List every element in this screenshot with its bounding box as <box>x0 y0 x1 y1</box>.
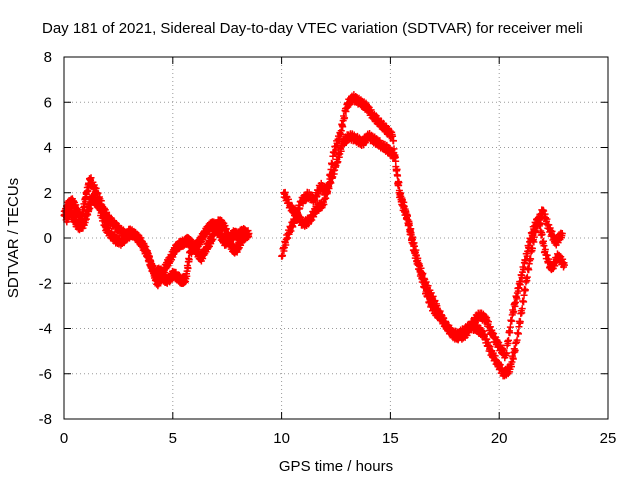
data-point-fill <box>540 207 548 215</box>
y-axis-title: SDTVAR / TECUs <box>5 178 22 298</box>
data-point-fill <box>518 305 526 313</box>
y-tick-label: -8 <box>39 411 52 428</box>
y-tick-label: 8 <box>44 49 52 66</box>
data-point-fill <box>513 336 521 344</box>
data-point-fill <box>395 178 403 186</box>
data-point-fill <box>327 179 335 187</box>
series-4 <box>280 129 568 362</box>
x-tick-label: 20 <box>491 430 508 447</box>
data-point-fill <box>279 251 287 259</box>
data-point-fill <box>543 251 551 259</box>
data-point-fill <box>94 189 102 197</box>
data-point-fill <box>393 165 401 173</box>
data-point-fill <box>419 276 427 284</box>
y-axis-tick-labels: -8 -6 -4 -2 0 2 4 6 8 <box>39 49 52 428</box>
x-axis-tick-labels: 0 5 10 15 20 25 <box>60 430 617 447</box>
data-point-fill <box>409 239 417 247</box>
data-point-fill <box>185 256 193 264</box>
data-point-fill <box>538 231 546 239</box>
data-point-fill <box>505 336 513 344</box>
data-point-fill <box>334 158 342 166</box>
y-tick-label: -2 <box>39 275 52 292</box>
data-point-fill <box>509 355 517 363</box>
data-point-fill <box>536 220 544 228</box>
x-tick-label: 15 <box>382 430 399 447</box>
data-point-fill <box>506 323 514 331</box>
data-point-fill <box>508 317 516 325</box>
data-point-fill <box>296 204 304 212</box>
data-point-fill <box>486 323 494 331</box>
data-point-fill <box>414 259 422 267</box>
y-tick-label: -6 <box>39 366 52 383</box>
data-point-fill <box>146 256 154 264</box>
data-point-fill <box>513 295 521 303</box>
data-point <box>558 229 566 237</box>
data-point-fill <box>84 187 92 195</box>
data-point-fill <box>514 330 522 338</box>
data-point <box>245 229 253 237</box>
data-point-fill <box>394 172 402 180</box>
data-point-fill <box>339 123 347 131</box>
data-point-fill <box>517 278 525 286</box>
y-tick-label: 2 <box>44 185 52 202</box>
data-point-fill <box>535 216 543 224</box>
x-axis-title: GPS time / hours <box>279 458 393 475</box>
data-point-fill <box>527 236 535 244</box>
tick-marks <box>63 56 609 420</box>
y-tick-label: 0 <box>44 230 52 247</box>
data-point-fill <box>422 286 430 294</box>
y-tick-label: 6 <box>44 94 52 111</box>
data-point-fill <box>407 229 415 237</box>
data-point-fill <box>540 242 548 250</box>
data-point-fill <box>521 286 529 294</box>
data-point-fill <box>412 251 420 259</box>
data-point-fill <box>98 208 106 216</box>
data-point <box>560 261 568 269</box>
data-point-fill <box>337 127 345 135</box>
data-point-fill <box>520 291 528 299</box>
grid-lines <box>64 57 608 419</box>
data-point-fill <box>184 264 192 272</box>
data-point-fill <box>516 318 524 326</box>
data-point-fill <box>525 244 533 252</box>
data-point-fill <box>81 202 89 210</box>
data-point-fill <box>510 308 518 316</box>
data-point-fill <box>520 266 528 274</box>
series-2 <box>62 191 253 290</box>
x-tick-label: 0 <box>60 430 68 447</box>
data-point-fill <box>402 208 410 216</box>
data-point-fill <box>520 298 528 306</box>
data-point-fill <box>226 234 234 242</box>
data-point-fill <box>512 298 520 306</box>
x-tick-label: 25 <box>600 430 617 447</box>
data-point-fill <box>417 269 425 277</box>
data-point-fill <box>503 349 511 357</box>
data-point-fill <box>341 114 349 122</box>
data-point-fill <box>99 215 107 223</box>
data-point-fill <box>390 137 398 145</box>
data-point-fill <box>511 346 519 354</box>
data-points <box>60 91 568 380</box>
data-point-fill <box>392 157 400 165</box>
y-tick-label: -4 <box>39 321 52 338</box>
x-tick-label: 5 <box>169 430 177 447</box>
y-tick-label: 4 <box>44 140 52 157</box>
data-point-fill <box>522 257 530 265</box>
data-point-fill <box>465 327 473 335</box>
data-point-fill <box>405 219 413 227</box>
chart-title: Day 181 of 2021, Sidereal Day-to-day VTE… <box>42 20 583 37</box>
x-tick-label: 10 <box>273 430 290 447</box>
data-point-fill <box>322 194 330 202</box>
